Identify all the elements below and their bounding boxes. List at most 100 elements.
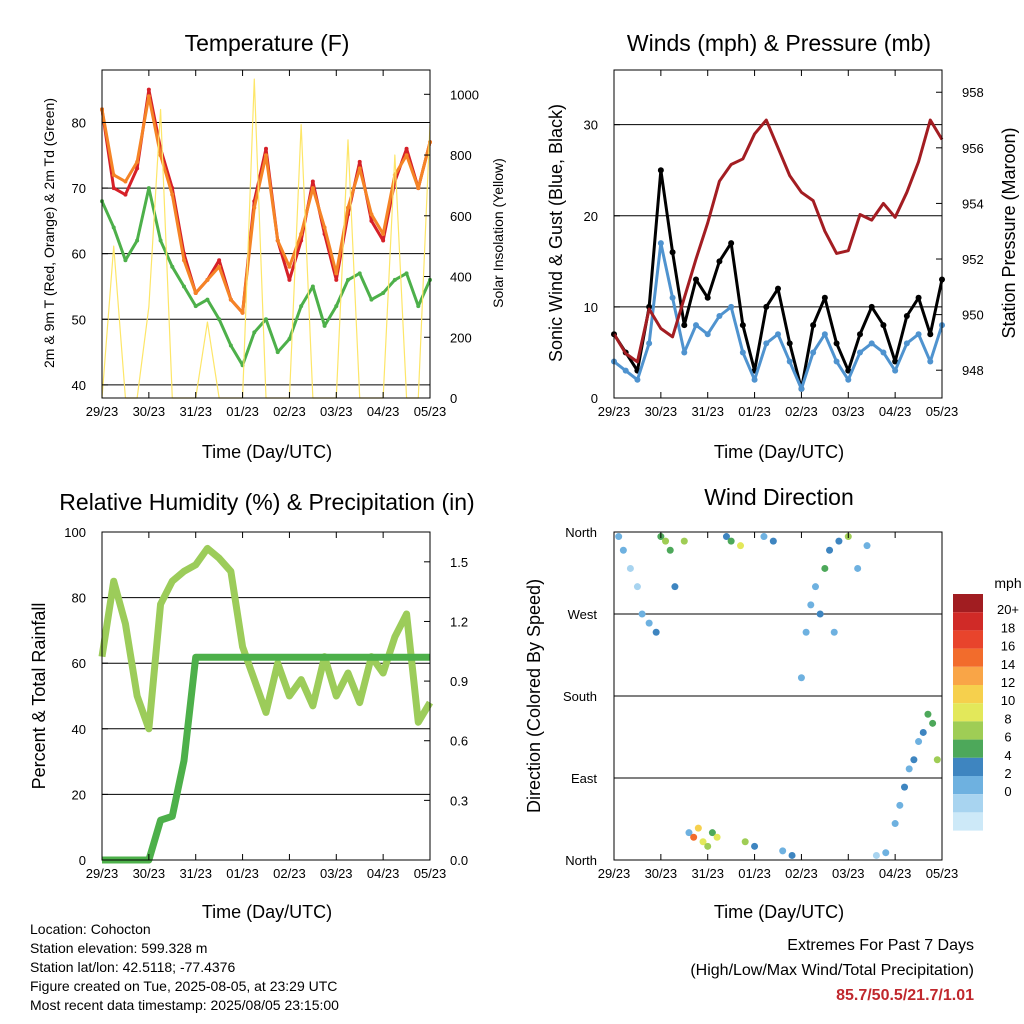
x-tick-label: 30/23	[133, 404, 166, 419]
y-tick-label: 0	[591, 391, 598, 406]
series-point	[170, 264, 175, 269]
series-point	[657, 240, 664, 247]
x-tick-label: 01/23	[738, 866, 771, 881]
series-point	[857, 349, 863, 356]
x-tick-label: 01/23	[226, 404, 259, 419]
y2-tick-label: 0.9	[450, 674, 468, 689]
direction-point	[699, 838, 707, 846]
series-point	[369, 218, 374, 223]
series-point	[146, 87, 151, 92]
series-point	[821, 294, 828, 301]
rh-xlabel: Time (Day/UTC)	[202, 902, 332, 922]
colorbar: 20+ 18 16 14 12 10 8 6 4 2 0	[953, 594, 1019, 831]
direction-point	[811, 583, 819, 591]
series-point	[880, 349, 887, 356]
plot-frame	[101, 69, 431, 399]
series-point	[821, 331, 828, 338]
y-tick-label: 50	[72, 312, 86, 327]
series-point	[205, 277, 210, 282]
series-point	[240, 310, 245, 315]
y2-tick-label: 800	[450, 148, 472, 163]
colorbar-swatch	[953, 666, 983, 685]
y2-tick-label: 954	[962, 196, 984, 211]
series-point	[728, 303, 735, 310]
series-point	[287, 277, 292, 282]
y2-tick-label: 956	[962, 141, 984, 156]
series-point	[416, 186, 421, 191]
direction-point	[708, 829, 716, 837]
direction-point	[788, 851, 796, 859]
y-tick-label: 60	[72, 656, 86, 671]
series-point	[135, 166, 140, 171]
series-point	[228, 297, 233, 302]
series-point	[357, 271, 362, 276]
series-point	[693, 322, 699, 329]
y-tick-label: 60	[72, 247, 86, 262]
plot-frame	[613, 69, 943, 399]
direction-point	[915, 738, 923, 746]
direction-point	[727, 537, 735, 545]
y-tick-label: 20	[584, 209, 598, 224]
temperature-title: Temperature (F)	[185, 30, 350, 56]
x-tick-label: 05/23	[926, 404, 959, 419]
x-tick-label: 05/23	[414, 866, 447, 881]
wind-direction-xlabel: Time (Day/UTC)	[714, 902, 844, 922]
y2-tick-label: 1.5	[450, 555, 468, 570]
series-point	[622, 367, 629, 374]
series-point	[716, 313, 723, 319]
winds-xlabel: Time (Day/UTC)	[714, 442, 844, 462]
y2-tick-label: 0	[450, 391, 457, 406]
direction-point	[741, 838, 749, 846]
series-point	[322, 225, 327, 230]
series-line-2	[613, 241, 944, 391]
series-point	[915, 294, 922, 301]
series-point	[646, 340, 653, 347]
direction-point	[826, 546, 834, 554]
series-point	[728, 240, 735, 247]
y-tick-label: 0	[79, 853, 86, 868]
x-tick-label: 03/23	[832, 866, 865, 881]
direction-point	[802, 628, 810, 636]
series-line-1	[98, 544, 434, 733]
colorbar-label: 4	[1004, 748, 1011, 763]
extremes-title: Extremes For Past 7 Days	[787, 937, 974, 954]
rh-title: Relative Humidity (%) & Precipitation (i…	[59, 489, 474, 515]
series-point	[833, 340, 840, 347]
plot-frame	[101, 531, 431, 861]
series-point	[264, 146, 268, 151]
series-point	[170, 192, 175, 197]
y-tick-label: 70	[72, 181, 86, 196]
location-text: Location: Cohocton	[30, 921, 151, 937]
direction-point	[882, 849, 890, 857]
series-point	[228, 343, 233, 348]
series-point	[416, 304, 421, 309]
series-point	[182, 284, 186, 289]
colorbar-label: 16	[1001, 639, 1015, 654]
series-point	[334, 304, 339, 309]
series-point	[158, 238, 163, 243]
direction-point	[821, 564, 829, 572]
direction-point	[619, 546, 627, 554]
x-tick-label: 01/23	[738, 404, 771, 419]
series-point	[217, 317, 222, 322]
series-point	[404, 271, 409, 276]
series-point	[775, 285, 781, 292]
y-tick-label: 100	[64, 525, 86, 540]
series-line-3	[612, 118, 944, 364]
colorbar-label: 18	[1001, 620, 1015, 635]
series-point	[299, 304, 304, 309]
series-point	[111, 172, 116, 177]
winds-ylabel-right: Station Pressure (Maroon)	[999, 127, 1019, 338]
x-tick-label: 29/23	[86, 866, 119, 881]
series-point	[135, 159, 140, 164]
wind-direction-title: Wind Direction	[704, 484, 854, 510]
series-point	[217, 264, 222, 269]
colorbar-swatch	[953, 703, 983, 722]
x-tick-label: 29/23	[598, 404, 631, 419]
series-point	[264, 153, 268, 158]
direction-point	[626, 564, 634, 572]
direction-point	[652, 628, 660, 636]
series-point	[634, 376, 641, 383]
y2-tick-label: 948	[962, 363, 984, 378]
temperature-ylabel-left: 2m & 9m T (Red, Orange) & 2m Td (Green)	[41, 98, 57, 368]
